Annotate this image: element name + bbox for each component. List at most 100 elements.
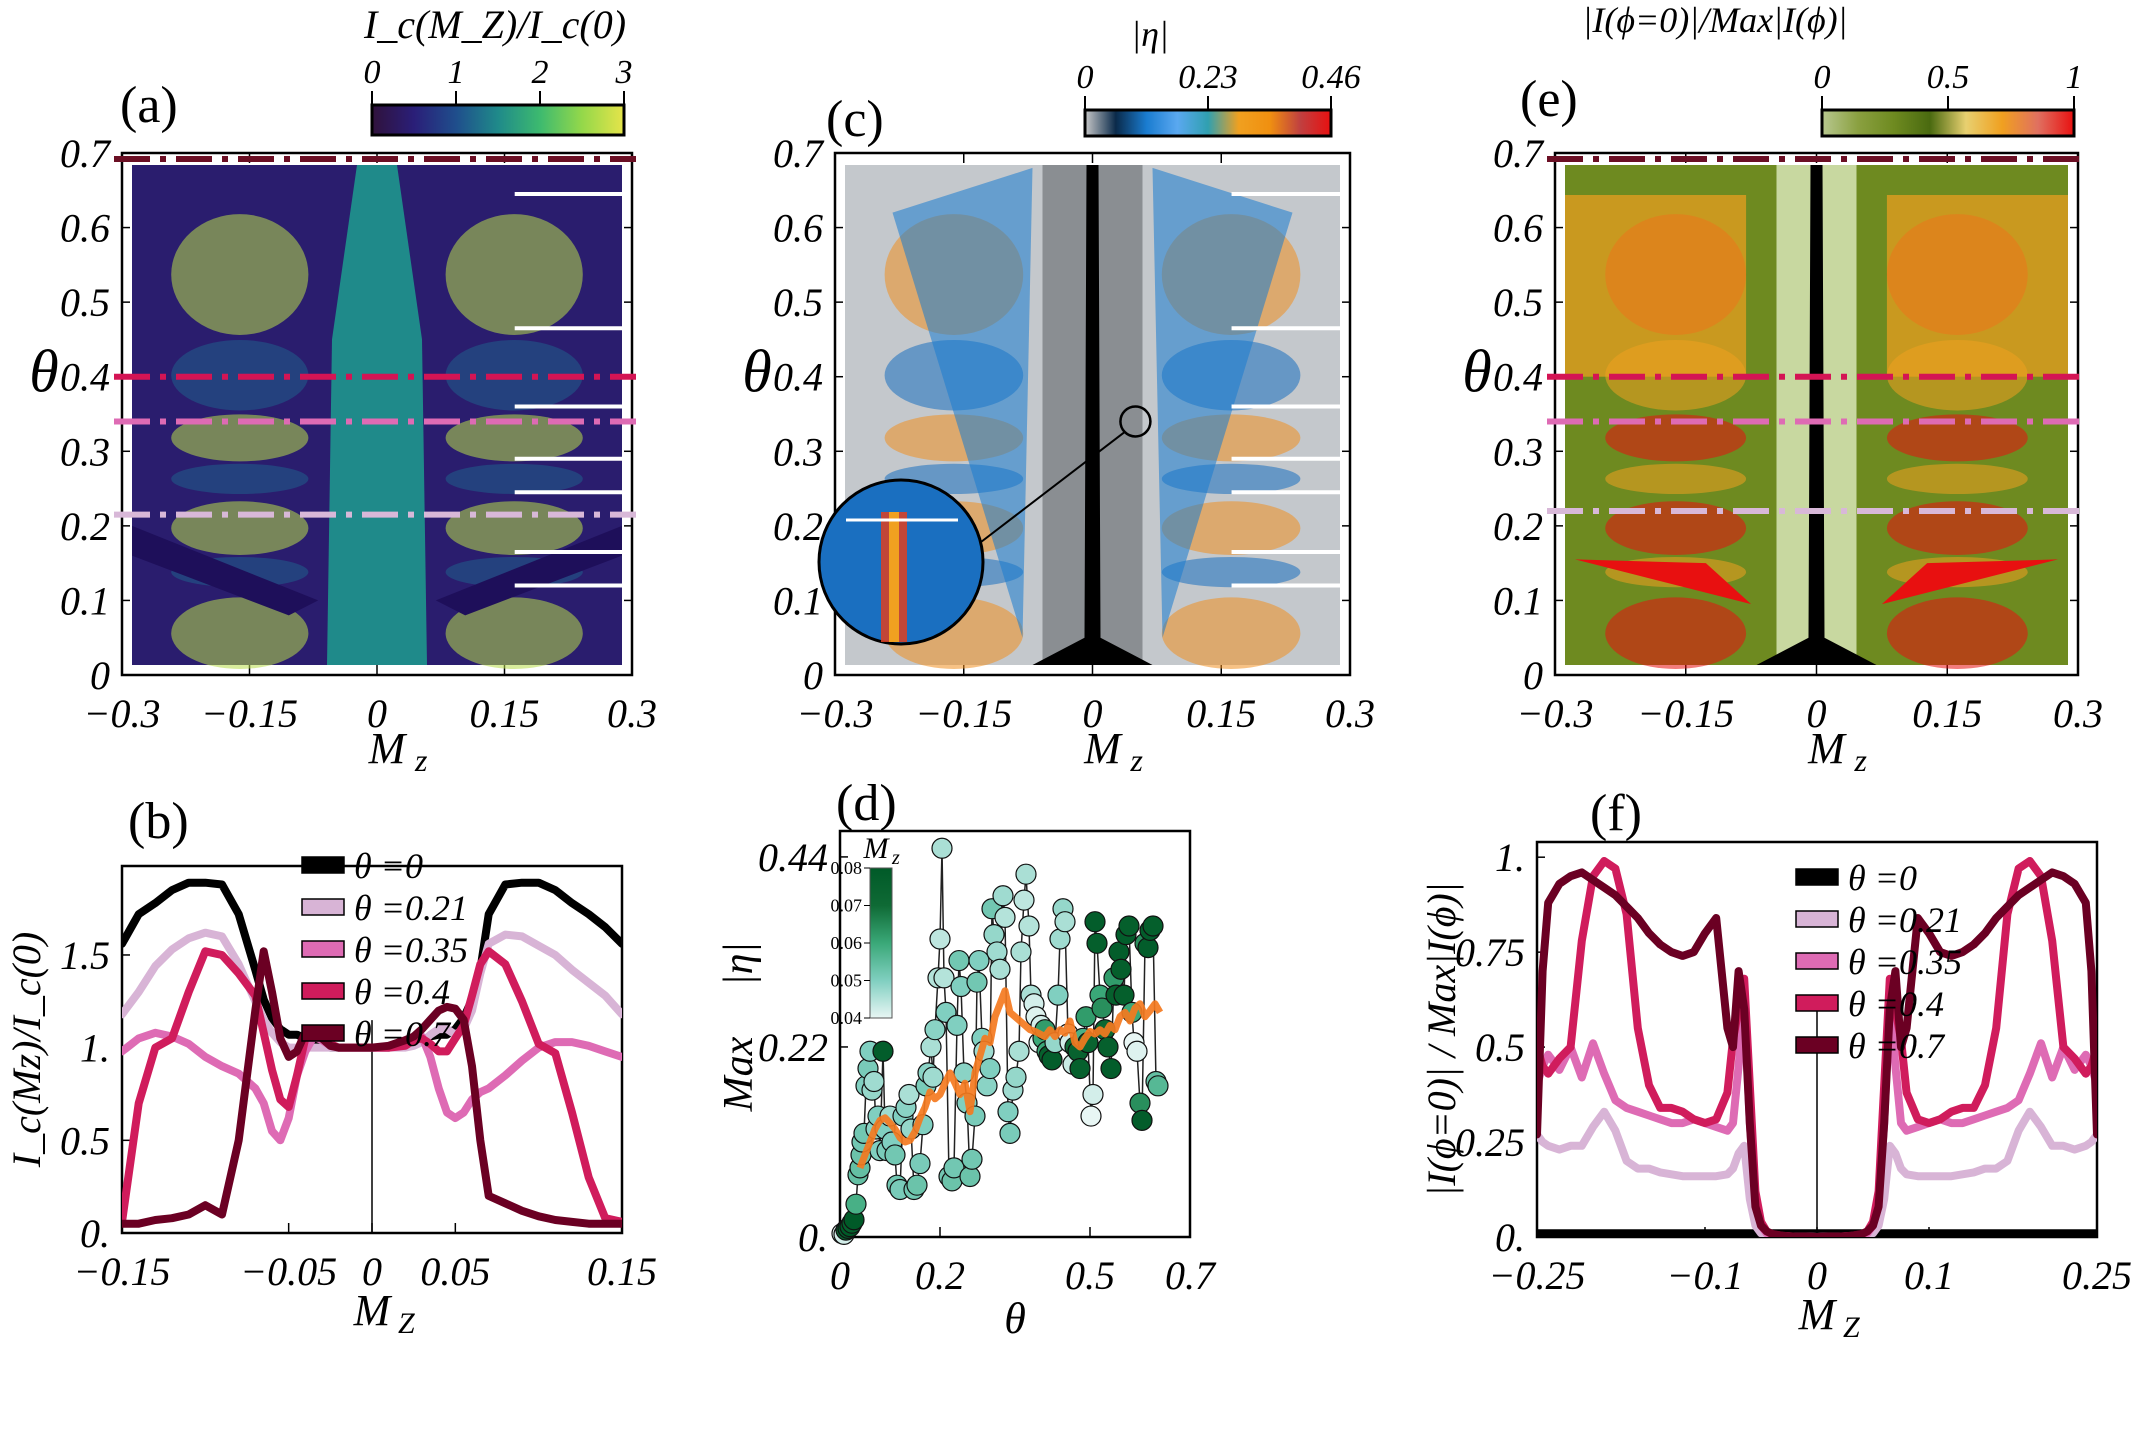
y-axis-label-eta: |η|: [716, 942, 762, 986]
x-tick-label: 0.5: [1065, 1253, 1115, 1298]
zoom-circle: [1119, 405, 1152, 438]
inset-hotspot: [889, 512, 899, 642]
heatmap-center-column: [327, 165, 427, 665]
scatter-point: [1084, 911, 1106, 933]
scatter-point: [961, 1148, 983, 1170]
heatmap-lobe: [445, 214, 583, 335]
y-tick-label: 0.: [798, 1215, 828, 1260]
y-tick-label: 0.3: [773, 429, 823, 474]
legend-swatch: [301, 1024, 345, 1042]
x-axis-label: M: [1798, 1290, 1838, 1339]
y-tick-label: 0: [1523, 653, 1543, 698]
scatter-point: [922, 1066, 944, 1088]
scatter-point: [1142, 915, 1164, 937]
y-tick-label: 0.: [80, 1211, 110, 1256]
x-tick-label: −0.15: [1637, 691, 1734, 736]
heatmap-lobe: [1886, 597, 2028, 669]
x-tick-label: 0.15: [587, 1249, 657, 1294]
inset-colorbar-tick-label: 0.08: [831, 858, 863, 878]
scatter-point: [1069, 1057, 1091, 1080]
y-tick-label: 0.1: [1493, 578, 1543, 623]
scatter-point: [1086, 932, 1108, 954]
x-tick-label: −0.05: [240, 1249, 337, 1294]
x-axis-label-sub: Z: [398, 1307, 415, 1340]
heatmap-lobe: [445, 463, 583, 494]
panel-f: −0.25 −0.1 0 0.1 0.250.0.250.50.751. θ =0θ =0…: [1419, 835, 2132, 1344]
y-tick-label: 0.6: [1493, 206, 1543, 251]
y-tick-label: 0.6: [60, 206, 110, 251]
scatter-point: [884, 1144, 906, 1166]
x-tick-label: 0.15: [470, 691, 540, 736]
colorbar-tick-label: 1: [2066, 59, 2083, 96]
y-tick-label: 0.4: [1493, 355, 1543, 400]
y-tick-label: 0.5: [60, 280, 110, 325]
legend-swatch: [301, 982, 345, 1000]
scatter-point: [1131, 1109, 1153, 1131]
y-tick-label: 0.1: [60, 578, 110, 623]
heatmap-lobe: [1886, 463, 2028, 494]
colorbar-title-e: |I(ϕ=0)|/Max|I(ϕ)|: [1582, 0, 1847, 40]
y-tick-label: 0.5: [1493, 280, 1543, 325]
scatter-point: [948, 949, 970, 972]
scatter-point: [986, 941, 1008, 963]
scatter-point: [979, 1057, 1001, 1080]
scatter-point: [909, 1152, 931, 1175]
heatmap-arm: [435, 525, 622, 616]
heatmap-lobe: [171, 463, 309, 494]
colorbar-tick-label: 1: [448, 54, 465, 91]
y-tick-label: 0.44: [758, 835, 828, 880]
scatter-point: [966, 971, 988, 993]
y-axis-label: I_c(Mz)/I_c(0): [4, 932, 49, 1168]
x-axis-label: M: [1083, 724, 1123, 773]
panel-c: 0 0.23 0.46 −0.3 −0.15 0 0.15 0.3 0 0.1 0.2 0.3 0.4 0…: [742, 59, 1375, 778]
x-tick-label: 0.3: [2053, 691, 2103, 736]
panel-label-a: (a): [120, 77, 178, 134]
heatmap-center-column: [1756, 165, 1877, 665]
scatter-point: [898, 1083, 920, 1106]
plot-frame: [838, 829, 1192, 1239]
legend-swatch: [1795, 952, 1839, 970]
scatter-point: [1097, 1036, 1119, 1058]
scatter-point: [1005, 1066, 1027, 1088]
x-axis-label-sub: z: [1854, 742, 1868, 778]
scatter-point: [1113, 984, 1135, 1006]
y-axis-label: θ: [1462, 339, 1491, 405]
heatmap-lobe: [1605, 597, 1747, 669]
scatter-point: [1013, 889, 1035, 911]
y-tick-label: 0.22: [758, 1025, 828, 1070]
x-tick-label: 0.15: [1912, 691, 1982, 736]
scatter-point: [1018, 915, 1040, 937]
legend-label: θ =0.4: [1848, 984, 1944, 1024]
scatter-point: [1080, 1105, 1102, 1127]
y-tick-label: 0.: [1495, 1215, 1525, 1260]
legend-swatch: [1795, 868, 1839, 886]
x-axis-label: θ: [1004, 1294, 1026, 1343]
colorbar-tick-label: 2: [532, 54, 549, 91]
scatter-point: [968, 949, 990, 972]
heatmap-lobe: [1886, 501, 2028, 555]
y-axis-label: |I(ϕ=0)| / Max|I(ϕ)|: [1419, 882, 1464, 1197]
series-line-4: [1537, 868, 2097, 1237]
legend-swatch: [301, 898, 345, 916]
heatmap-lobe: [445, 501, 583, 555]
scatter-point: [872, 1040, 894, 1062]
y-tick-label: 0.5: [60, 1118, 110, 1163]
y-tick-label: 0.7: [1493, 131, 1545, 176]
y-tick-label: 0.2: [1493, 504, 1543, 549]
colorbar-tick-label: 3: [615, 54, 633, 91]
scatter-point: [1041, 1049, 1063, 1071]
scatter-point: [1110, 958, 1132, 980]
x-tick-label: 0: [1807, 1253, 1827, 1298]
colorbar-tick-label: 0.23: [1178, 59, 1238, 96]
scatter-point: [983, 924, 1005, 946]
legend-label: θ =0: [1848, 858, 1917, 898]
panel-e: 0 0.5 1 −0.3 −0.15 0 0.15 0.3 0 0.1 0.2 0.3 0.4 0.5 0.…: [1462, 59, 2103, 778]
panel-label-c: (c): [826, 91, 884, 148]
y-tick-label: 1.: [1495, 835, 1525, 880]
heatmap-lobe: [445, 597, 583, 669]
trend-line: [856, 987, 1164, 1170]
panel-label-f: (f): [1590, 785, 1642, 842]
x-tick-label: 0.7: [1165, 1253, 1217, 1298]
colorbar-title-a: I_c(M_Z)/I_c(0): [363, 2, 626, 47]
